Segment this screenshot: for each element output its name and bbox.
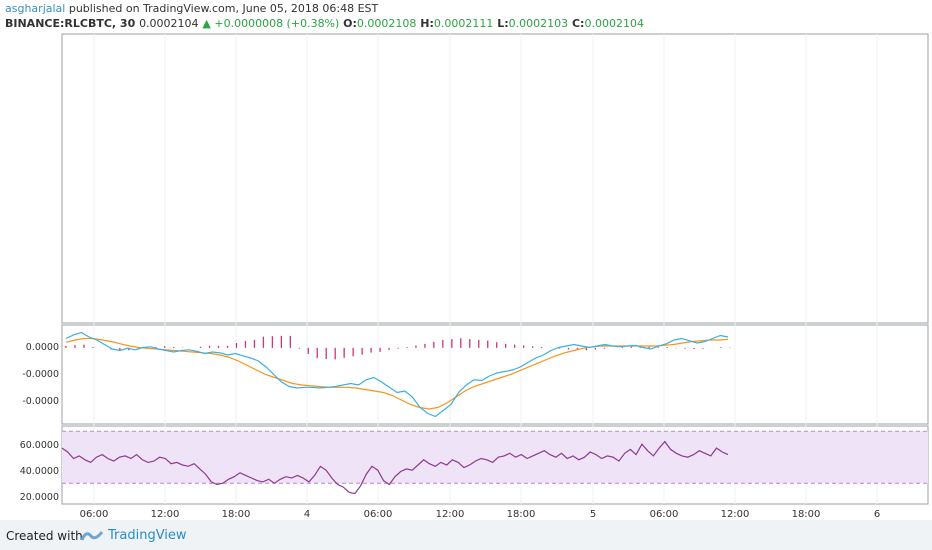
- macd-tick-label: 0.0000: [26, 342, 59, 353]
- chart-svg[interactable]: 0.000210411:32 0.00022600.00022400.00022…: [0, 0, 932, 520]
- macd-tick-label: -0.0000: [22, 369, 59, 380]
- open-label: O:: [343, 17, 357, 30]
- rsi-tick-label: 60.0000: [20, 440, 59, 451]
- price-panel-frame: [61, 33, 929, 324]
- rsi-tick-label: 40.0000: [20, 466, 59, 477]
- time-tick-label: 06:00: [80, 509, 109, 520]
- time-axis: 06:00 12:00 18:00 4 06:00 12:00 18:00 5 06:00 12:…: [80, 509, 881, 520]
- low-label: L:: [497, 17, 509, 30]
- time-tick-label: 18:00: [222, 509, 251, 520]
- time-tick-label: 4: [304, 509, 310, 520]
- time-tick-label: 06:00: [650, 509, 679, 520]
- time-tick-label: 18:00: [507, 509, 536, 520]
- ohlc-line: BINANCE:RLCBTC, 30 0.0002104 ▲ +0.000000…: [5, 17, 644, 30]
- rsi-band: [62, 431, 928, 484]
- last-price: 0.0002104: [139, 17, 199, 30]
- time-tick-label: 12:00: [151, 509, 180, 520]
- price-change: ▲ +0.0000008 (+0.38%): [202, 17, 340, 30]
- close-label: C:: [571, 17, 585, 30]
- tradingview-brand[interactable]: TradingView: [108, 528, 187, 543]
- published-text: published on TradingView.com, June 05, 2…: [68, 2, 379, 15]
- high-label: H:: [420, 17, 434, 30]
- open-value: 0.0002108: [356, 17, 417, 30]
- grid-lines: [93, 34, 878, 504]
- macd-series: 0.0000 -0.0000 -0.0000: [22, 331, 731, 418]
- macd-tick-label: -0.0000: [22, 396, 59, 407]
- time-tick-label: 12:00: [436, 509, 465, 520]
- publish-line: asgharjalal published on TradingView.com…: [5, 2, 378, 15]
- symbol-label: BINANCE:RLCBTC, 30: [5, 17, 136, 30]
- rsi-series: 60.0000 40.0000 20.0000: [20, 430, 928, 503]
- macd-panel-frame: [61, 324, 929, 425]
- time-tick-label: 5: [590, 509, 596, 520]
- tradingview-logo-icon: [80, 531, 104, 541]
- footer-bar: Created with TradingView: [0, 520, 932, 550]
- low-value: 0.0002103: [508, 17, 569, 30]
- time-tick-label: 06:00: [364, 509, 393, 520]
- close-value: 0.0002104: [584, 17, 644, 30]
- rsi-tick-label: 20.0000: [20, 492, 59, 503]
- rsi-line: [61, 440, 729, 495]
- time-tick-label: 6: [874, 509, 880, 520]
- macd-line: [65, 331, 729, 418]
- time-tick-label: 12:00: [721, 509, 750, 520]
- time-tick-label: 18:00: [792, 509, 821, 520]
- author-link[interactable]: asgharjalal: [5, 2, 66, 15]
- created-with-text: Created with: [6, 529, 83, 543]
- high-value: 0.0002111: [433, 17, 494, 30]
